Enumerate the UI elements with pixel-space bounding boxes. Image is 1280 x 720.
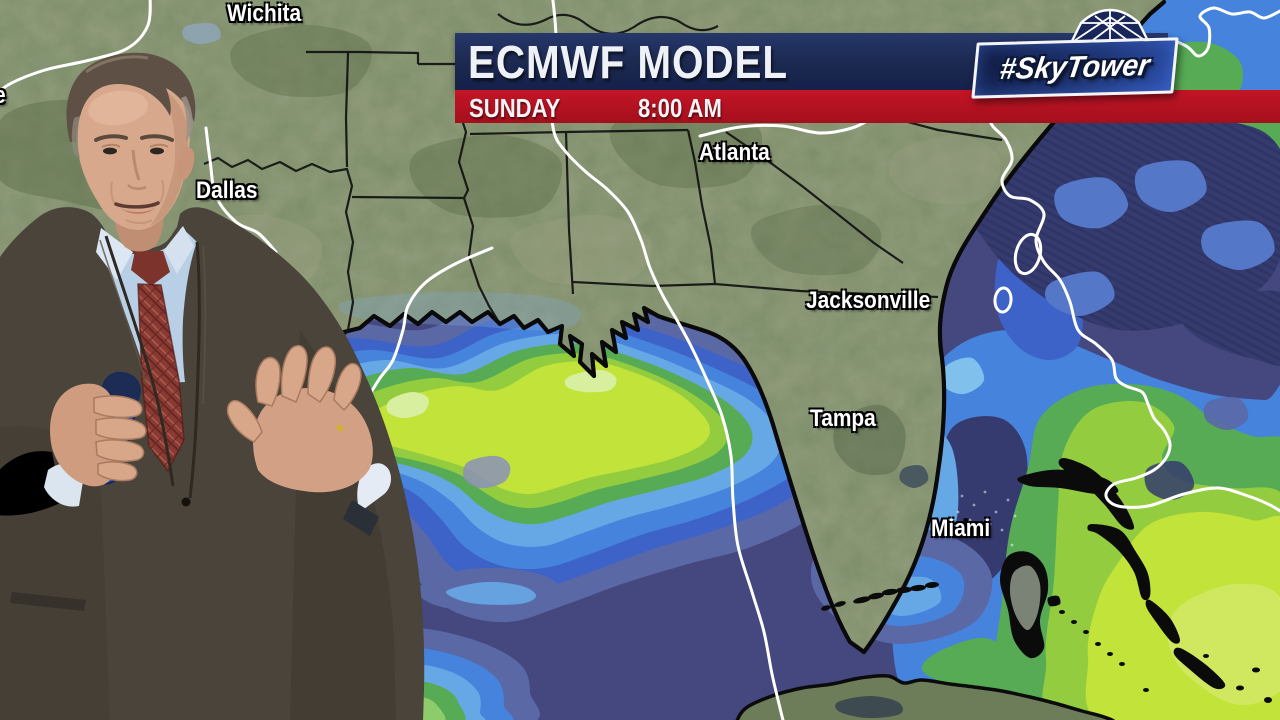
- bank-speckles: [956, 490, 1017, 547]
- presenter-tie: [131, 251, 185, 473]
- city-label-miami: Miami: [931, 515, 991, 542]
- geodesic-dome-icon: [1069, 8, 1151, 45]
- cuba: [735, 674, 1116, 720]
- city-label-wichita: Wichita: [227, 0, 302, 27]
- skytower-wordmark: #SkyTower: [997, 48, 1153, 87]
- city-label-tampa: Tampa: [810, 405, 876, 432]
- bahamas-island: [1173, 647, 1226, 690]
- bahamas-island: [1087, 524, 1151, 601]
- city-label-e: e: [0, 84, 6, 108]
- city-label-dallas: Dallas: [196, 177, 258, 204]
- forecast-time: 8:00 AM: [638, 93, 722, 123]
- skytower-box: #SkyTower: [971, 37, 1179, 99]
- bahamas-island: [1047, 595, 1061, 607]
- city-label-atlanta: Atlanta: [699, 139, 770, 166]
- islands-layer: [735, 457, 1272, 720]
- bahamas-island: [1058, 457, 1135, 530]
- presenter-hair: [66, 52, 196, 142]
- skytower-logo: #SkyTower: [966, 6, 1190, 102]
- banner-time-bar: SUNDAY 8:00 AM: [455, 90, 1280, 123]
- city-label-jacksonville: Jacksonville: [806, 287, 931, 314]
- presenter-left-hand: [226, 344, 391, 536]
- forecast-day: SUNDAY: [469, 93, 561, 123]
- bahamas-island: [1145, 599, 1181, 644]
- presenter-ring: [336, 424, 344, 432]
- presenter-right-hand: [0, 371, 147, 516]
- presenter-lapels: [10, 235, 207, 611]
- presenter-watch: [343, 500, 379, 536]
- weather-presenter: [0, 52, 425, 720]
- model-title: ECMWF MODEL: [468, 35, 788, 88]
- presenter-head: [66, 52, 196, 252]
